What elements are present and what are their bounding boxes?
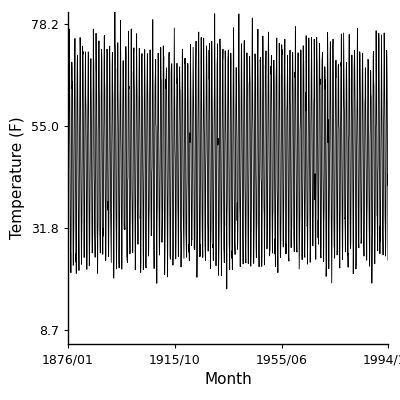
X-axis label: Month: Month bbox=[204, 372, 252, 386]
Y-axis label: Temperature (F): Temperature (F) bbox=[10, 117, 26, 239]
